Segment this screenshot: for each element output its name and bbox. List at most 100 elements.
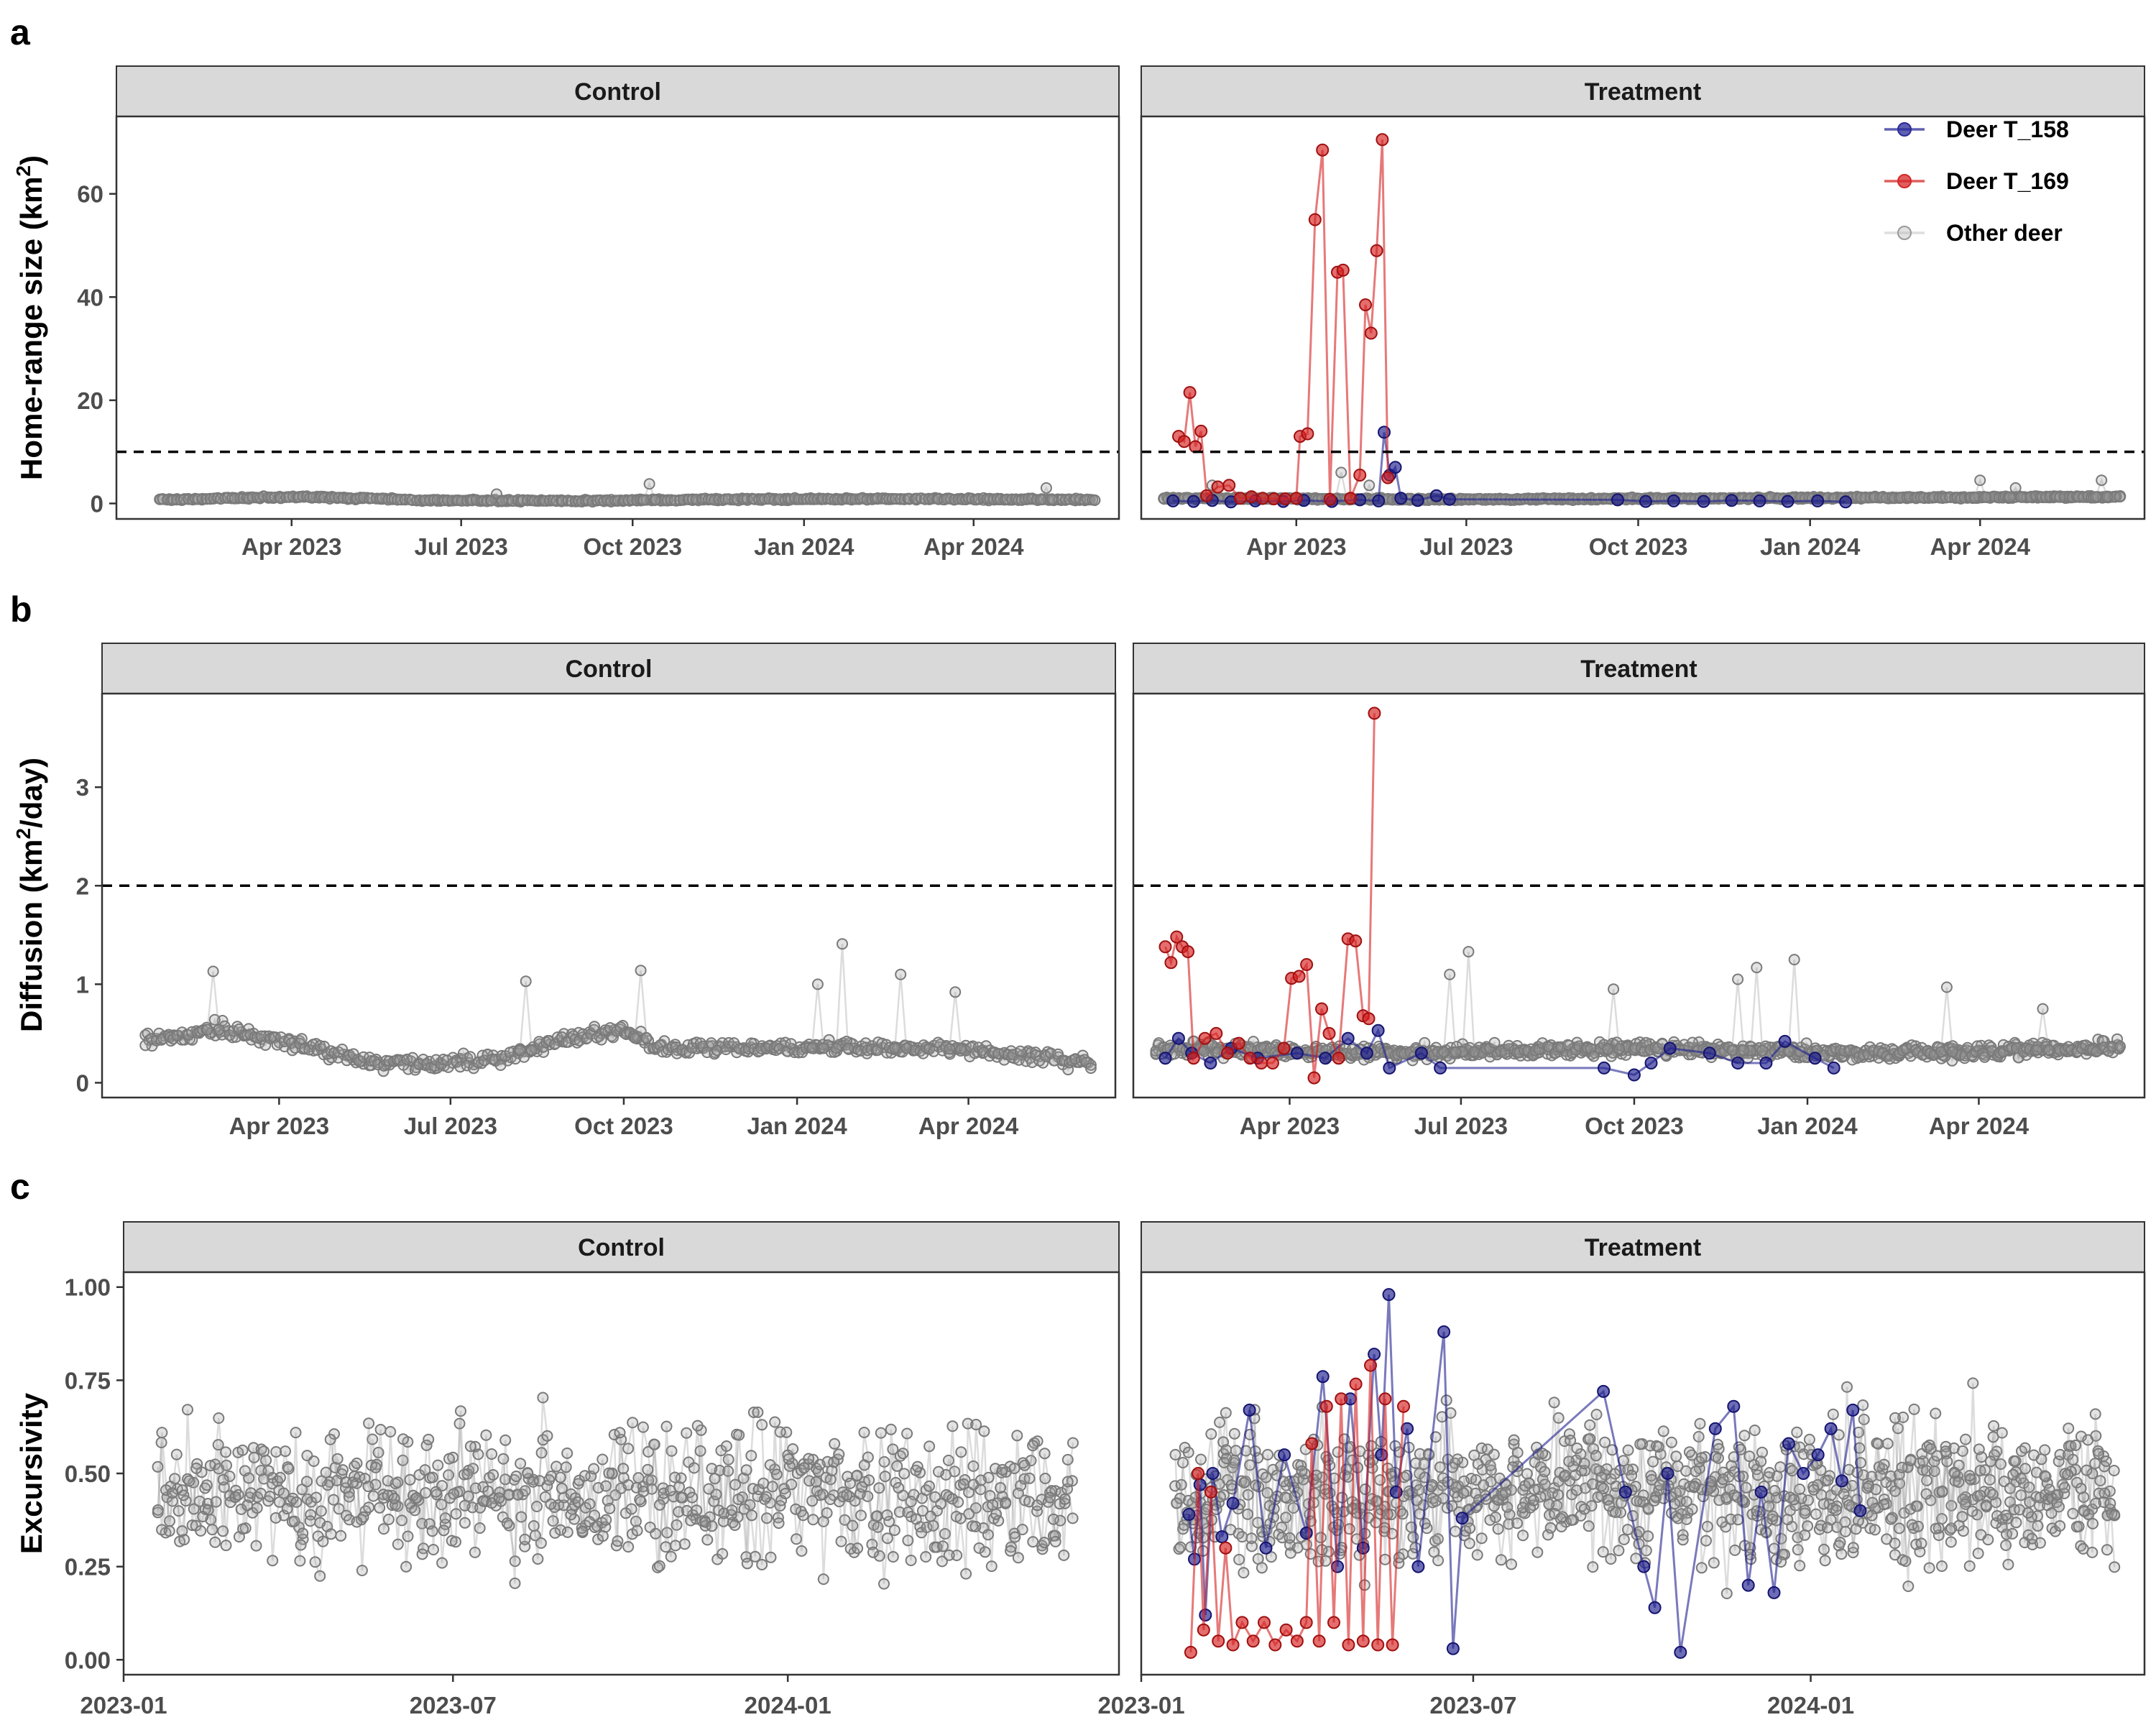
other-deer-point bbox=[1769, 1485, 1781, 1496]
other-deer-point bbox=[409, 1504, 421, 1517]
deer-t169-point bbox=[1279, 492, 1292, 505]
deer-t169-point bbox=[1349, 1377, 1363, 1391]
other-deer-point bbox=[645, 1474, 658, 1486]
x-tick-label: Apr 2024 bbox=[1930, 533, 2031, 560]
deer-t169-point bbox=[1267, 492, 1281, 505]
other-deer-point bbox=[1652, 1441, 1664, 1453]
other-deer-point bbox=[280, 1445, 291, 1458]
other-deer-point bbox=[640, 1032, 653, 1044]
data-layer bbox=[139, 938, 1097, 1077]
other-deer-point bbox=[950, 1511, 962, 1522]
deer-t158-point bbox=[1663, 1041, 1677, 1055]
other-deer-point bbox=[648, 1438, 660, 1450]
other-deer-point bbox=[1980, 491, 1992, 503]
other-deer-point bbox=[264, 1491, 276, 1502]
other-deer-point bbox=[1023, 492, 1035, 505]
other-deer-point bbox=[1984, 1455, 1996, 1468]
other-deer-point bbox=[1537, 1448, 1549, 1460]
deer-t169-point bbox=[1308, 213, 1322, 226]
other-deer-point bbox=[2109, 1509, 2121, 1522]
facet-strip bbox=[116, 65, 1120, 117]
other-deer-point bbox=[1038, 1537, 1051, 1549]
deer-t158-point bbox=[1674, 1645, 1687, 1659]
other-deer-line bbox=[1442, 974, 1457, 1052]
other-deer-point bbox=[887, 1551, 899, 1563]
other-deer-point bbox=[1414, 1448, 1426, 1460]
other-deer-point bbox=[600, 1514, 612, 1526]
other-deer-point bbox=[996, 1463, 1008, 1476]
other-deer-point bbox=[541, 1430, 553, 1442]
deer-t158-point bbox=[1767, 1586, 1781, 1599]
other-deer-point bbox=[749, 1550, 761, 1563]
other-deer-point bbox=[1592, 1491, 1604, 1503]
other-deer-point bbox=[1670, 1450, 1682, 1463]
other-deer-point bbox=[397, 1433, 409, 1445]
other-deer-point bbox=[218, 1020, 231, 1032]
other-deer-point bbox=[1680, 1513, 1692, 1525]
other-deer-point bbox=[1011, 1430, 1023, 1442]
other-deer-point bbox=[1242, 1508, 1254, 1520]
other-deer-point bbox=[411, 1491, 423, 1504]
other-deer-point bbox=[642, 1463, 654, 1476]
other-deer-point bbox=[486, 1448, 498, 1460]
other-deer-point bbox=[671, 1519, 683, 1531]
other-deer-point bbox=[1974, 1489, 1986, 1501]
other-deer-point bbox=[1008, 1463, 1021, 1474]
other-deer-point bbox=[856, 1481, 868, 1493]
other-deer-line bbox=[1940, 987, 1954, 1052]
other-deer-point bbox=[764, 1496, 776, 1509]
other-deer-point bbox=[1912, 1520, 1924, 1532]
deer-t169-point bbox=[1192, 1467, 1205, 1480]
other-deer-point bbox=[1012, 1552, 1024, 1564]
other-deer-point bbox=[1720, 1588, 1733, 1599]
other-deer-point bbox=[320, 1466, 332, 1478]
other-deer-point bbox=[1821, 1522, 1833, 1534]
other-deer-point bbox=[1034, 494, 1046, 506]
panel-letter: a bbox=[10, 12, 31, 52]
deer-t158-point bbox=[1703, 1046, 1716, 1060]
other-deer-point bbox=[774, 1426, 786, 1438]
other-deer-point bbox=[1740, 1481, 1752, 1494]
other-deer-point bbox=[195, 1524, 207, 1537]
other-deer-point bbox=[1672, 1460, 1684, 1472]
other-deer-point bbox=[1870, 1484, 1882, 1496]
other-deer-point bbox=[654, 1499, 665, 1511]
other-deer-point bbox=[2015, 1489, 2027, 1501]
other-deer-point bbox=[709, 1473, 721, 1485]
deer-t169-point bbox=[1332, 1052, 1345, 1065]
other-deer-point bbox=[1649, 1494, 1661, 1506]
other-deer-point bbox=[1084, 1062, 1097, 1075]
other-deer-line bbox=[1750, 967, 1764, 1051]
deer-t169-point bbox=[1342, 1638, 1355, 1652]
other-deer-line bbox=[1334, 472, 1348, 500]
plot-border bbox=[115, 115, 1120, 520]
y-axis-label-part: Diffusion (km bbox=[14, 840, 48, 1032]
other-deer-point bbox=[1233, 1553, 1245, 1565]
other-deer-point bbox=[1027, 1440, 1039, 1452]
other-deer-point bbox=[1565, 1514, 1577, 1526]
other-deer-point bbox=[622, 1541, 635, 1553]
other-deer-point bbox=[992, 1514, 1005, 1527]
other-deer-point bbox=[1766, 1510, 1779, 1522]
other-deer-point bbox=[1458, 1475, 1470, 1487]
other-deer-point bbox=[835, 1535, 847, 1547]
other-deer-line bbox=[1606, 989, 1621, 1049]
other-deer-point bbox=[887, 1443, 899, 1455]
other-deer-point bbox=[487, 1469, 499, 1481]
other-deer-point bbox=[432, 1459, 444, 1471]
other-deer-point bbox=[2100, 1455, 2112, 1467]
other-deer-point bbox=[1260, 1471, 1272, 1484]
other-deer-point bbox=[1595, 1471, 1608, 1484]
other-deer-point bbox=[787, 1443, 799, 1455]
other-deer-point bbox=[1878, 1499, 1890, 1511]
other-deer-point bbox=[1843, 1499, 1856, 1511]
other-deer-point bbox=[2108, 1465, 2120, 1476]
x-tick-label: Jul 2023 bbox=[404, 1113, 497, 1139]
deer-t158-point bbox=[1725, 494, 1738, 507]
other-deer-point bbox=[1645, 1470, 1657, 1482]
other-deer-point bbox=[745, 1450, 757, 1462]
other-deer-point bbox=[612, 1535, 624, 1547]
